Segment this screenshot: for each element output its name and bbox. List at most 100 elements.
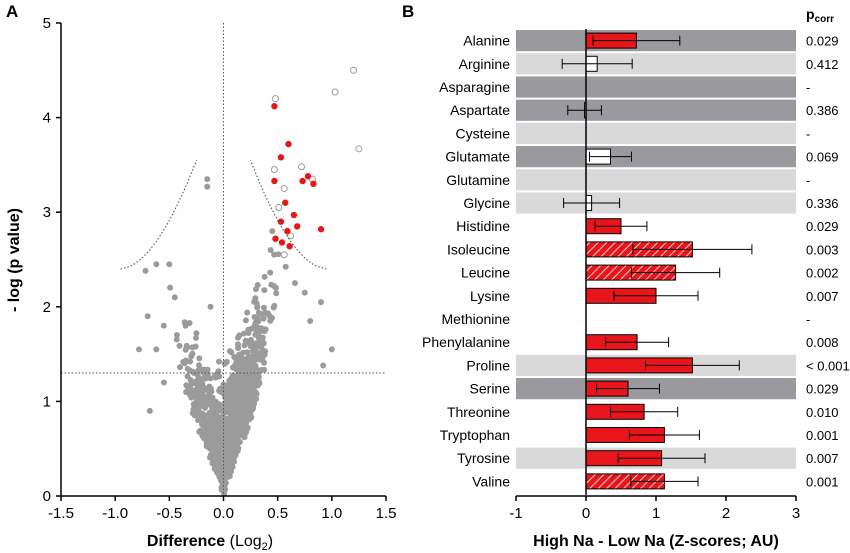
pcorr-value: 0.029 — [806, 34, 839, 49]
protein-point — [192, 334, 199, 341]
protein-point-open — [280, 251, 288, 259]
protein-point — [255, 324, 262, 331]
protein-point — [187, 358, 194, 365]
pcorr-values: 0.029 0.412 - 0.386 - 0.069 - 0.336 0.029 0.003 0.… — [806, 34, 850, 490]
row-band — [516, 76, 796, 98]
protein-point — [273, 290, 280, 297]
protein-point-open — [270, 166, 278, 174]
protein-point — [201, 412, 208, 419]
protein-point — [189, 350, 196, 357]
x-tick-label: 1.0 — [321, 505, 342, 522]
protein-point — [241, 383, 248, 390]
protein-point — [253, 395, 260, 402]
category-label: Aspartate — [450, 102, 510, 118]
protein-point — [226, 406, 233, 413]
category-label: Methionine — [442, 311, 511, 327]
category-label: Threonine — [447, 404, 510, 420]
protein-point — [203, 385, 210, 392]
protein-point — [267, 269, 274, 276]
row-band — [516, 169, 796, 191]
protein-point-open — [275, 203, 283, 211]
pcorr-value: 0.002 — [806, 266, 839, 281]
protein-point — [271, 251, 278, 258]
protein-point — [188, 394, 195, 401]
protein-point — [181, 360, 188, 367]
protein-point — [255, 318, 262, 325]
protein-point — [249, 373, 256, 380]
y-tick-label: 0 — [43, 488, 51, 505]
significant-point — [272, 235, 279, 242]
protein-point — [207, 303, 214, 310]
category-label: Proline — [466, 357, 510, 373]
protein-point-open — [287, 232, 295, 240]
protein-point — [235, 405, 242, 412]
significant-point — [277, 218, 285, 225]
protein-point — [196, 428, 203, 435]
row-band — [516, 192, 796, 214]
category-label: Cysteine — [456, 125, 511, 141]
protein-point — [177, 364, 184, 371]
protein-point — [219, 446, 226, 453]
protein-point — [192, 343, 199, 350]
protein-point — [167, 284, 174, 291]
protein-point — [230, 393, 237, 400]
volcano-y-axis-title: - log (p value) — [6, 208, 23, 312]
category-label: Leucine — [461, 265, 510, 281]
protein-point — [243, 395, 250, 402]
protein-point — [253, 390, 260, 397]
pcorr-value: 0.001 — [806, 474, 839, 489]
protein-point — [328, 346, 335, 353]
protein-point — [242, 337, 249, 344]
protein-point — [248, 325, 255, 332]
significant-point — [278, 239, 286, 246]
protein-point — [241, 378, 248, 385]
protein-point — [195, 407, 202, 414]
protein-point — [215, 358, 222, 365]
protein-point — [301, 289, 308, 296]
protein-point — [292, 280, 298, 287]
protein-point — [176, 342, 183, 349]
protein-point — [205, 421, 212, 428]
category-label: Tryptophan — [440, 427, 510, 443]
protein-point — [231, 458, 238, 465]
protein-point-open — [355, 145, 363, 153]
protein-point — [241, 342, 248, 349]
protein-point — [171, 294, 178, 301]
protein-point — [209, 447, 216, 454]
pcorr-value: 0.029 — [806, 382, 839, 397]
protein-point — [261, 328, 268, 335]
protein-point — [234, 390, 241, 397]
protein-point-open — [280, 185, 288, 193]
pcorr-value: - — [806, 126, 810, 141]
protein-point — [136, 346, 142, 353]
category-label: Tyrosine — [457, 450, 510, 466]
protein-point — [254, 303, 261, 310]
protein-point — [237, 411, 244, 418]
x-tick-label: 0 — [582, 505, 590, 522]
protein-point — [196, 355, 203, 362]
protein-point — [201, 366, 208, 373]
protein-point — [244, 425, 251, 432]
category-label: Glutamine — [446, 172, 510, 188]
pcorr-value: 0.007 — [806, 289, 839, 304]
protein-point — [212, 372, 219, 379]
protein-point — [275, 251, 282, 258]
pcorr-value: - — [806, 80, 810, 95]
protein-point — [229, 439, 236, 446]
protein-point — [212, 418, 219, 425]
x-tick-label: 0.5 — [267, 505, 288, 522]
protein-point — [252, 295, 259, 302]
protein-point — [215, 403, 222, 410]
protein-point — [218, 430, 225, 437]
category-label: Arginine — [459, 56, 511, 72]
protein-point — [193, 377, 200, 384]
pcorr-value: 0.007 — [806, 451, 839, 466]
protein-point — [256, 352, 263, 359]
protein-point — [258, 344, 265, 351]
significant-point — [286, 243, 293, 250]
category-label: Valine — [472, 473, 510, 489]
protein-point-open — [350, 66, 357, 74]
protein-point — [260, 315, 267, 322]
x-tick-label: 3 — [792, 505, 800, 522]
protein-point — [226, 458, 233, 465]
